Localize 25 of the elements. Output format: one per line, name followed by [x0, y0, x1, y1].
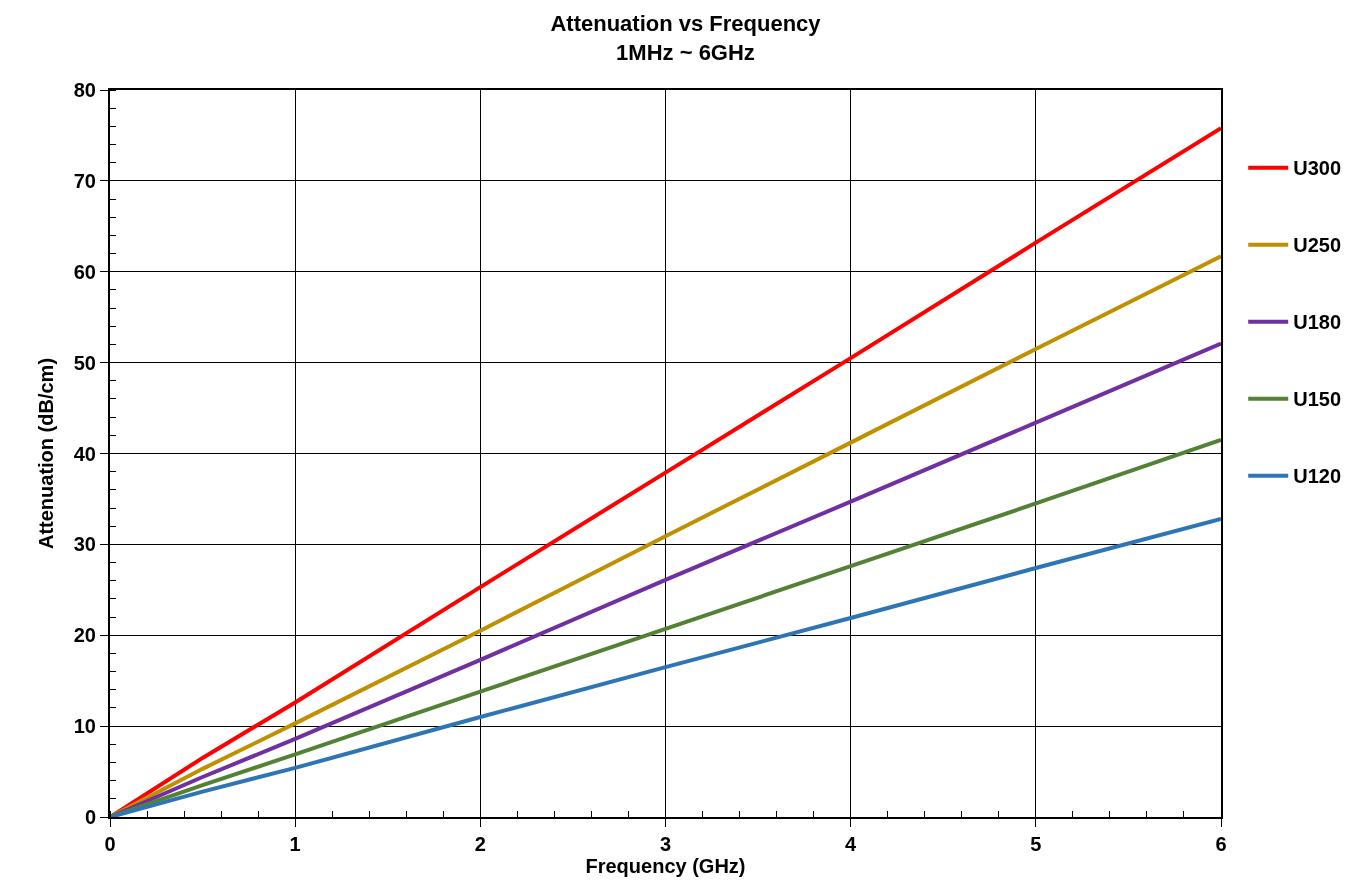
x-tick-label: 2 [474, 833, 486, 855]
y-tick-label: 70 [73, 169, 96, 192]
y-tick-label: 30 [73, 533, 96, 556]
legend-label: U180 [1293, 311, 1342, 334]
chart-title: Attenuation vs Frequency [550, 11, 822, 37]
x-tick-label: 0 [104, 833, 116, 855]
x-axis-title: Frequency (GHz) [585, 855, 746, 877]
x-tick-label: 1 [289, 833, 301, 855]
y-tick-label: 60 [73, 260, 96, 283]
legend-label: U250 [1293, 234, 1342, 257]
y-axis-title: Attenuation (dB/cm) [34, 357, 57, 550]
legend-label: U120 [1293, 465, 1342, 488]
chart-subtitle: 1MHz ~ 6GHz [616, 39, 755, 65]
x-tick-label: 3 [659, 833, 672, 855]
y-tick-label: 20 [73, 624, 96, 647]
y-tick-label: 10 [73, 715, 96, 738]
x-tick-label: 6 [1215, 833, 1227, 855]
legend-label: U300 [1293, 157, 1342, 180]
y-tick-label: 50 [73, 351, 96, 374]
y-tick-label: 80 [73, 79, 96, 101]
y-tick-label: 40 [73, 442, 96, 465]
y-tick-label: 0 [84, 806, 96, 828]
x-tick-label: 5 [1030, 833, 1042, 855]
x-tick-label: 4 [845, 833, 858, 855]
legend-label: U150 [1293, 388, 1342, 411]
